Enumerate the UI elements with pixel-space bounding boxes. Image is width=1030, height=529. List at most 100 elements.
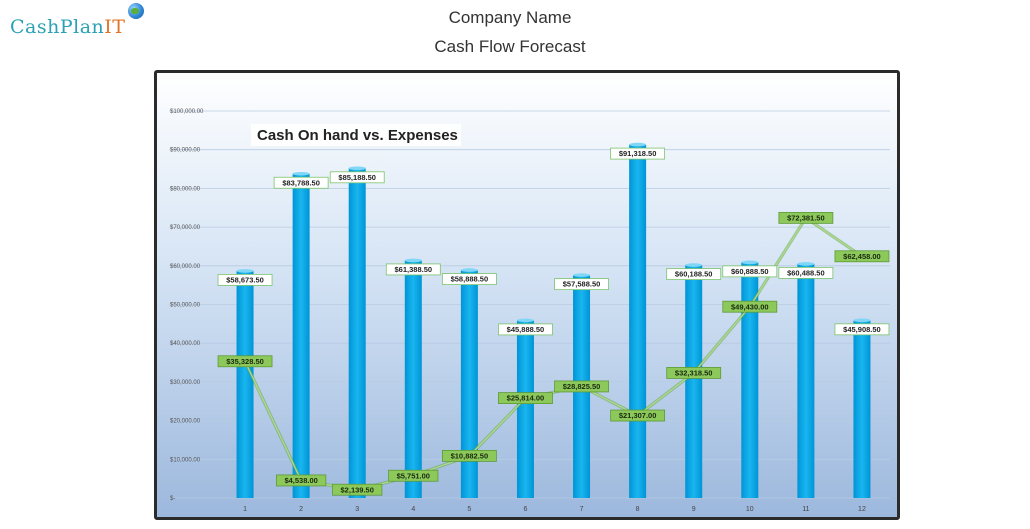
bar-data-label: $61,388.50 bbox=[395, 265, 433, 274]
y-tick-label: $10,000.00 bbox=[170, 457, 201, 463]
bar-data-label: $85,188.50 bbox=[338, 173, 376, 182]
line-data-label-box bbox=[610, 409, 666, 422]
logo: CashPlanIT bbox=[10, 16, 125, 38]
bar-data-label-box bbox=[722, 265, 778, 278]
bar-data-label-box bbox=[273, 176, 329, 189]
line-data-label: $5,751.00 bbox=[397, 471, 430, 480]
chart-title-background bbox=[251, 124, 461, 146]
bar-cap bbox=[404, 258, 422, 263]
line-data-label: $32,318.50 bbox=[675, 369, 713, 378]
line-data-label: $35,328.50 bbox=[226, 357, 264, 366]
bar bbox=[685, 265, 703, 498]
line-data-label: $62,458.00 bbox=[843, 252, 881, 261]
bar-data-label-box bbox=[778, 267, 834, 279]
line-data-label: $4,538.00 bbox=[284, 476, 317, 485]
bar-data-label: $45,888.50 bbox=[507, 325, 545, 334]
bar bbox=[404, 260, 422, 498]
line-data-label: $72,381.50 bbox=[787, 213, 825, 222]
line-data-label: $49,430.00 bbox=[731, 302, 769, 311]
bar bbox=[853, 320, 871, 498]
y-tick-label: $20,000.00 bbox=[170, 419, 201, 425]
bar-data-label-box bbox=[666, 268, 722, 280]
bar-cap bbox=[348, 166, 366, 171]
x-tick-label: 11 bbox=[802, 506, 809, 513]
globe-icon bbox=[128, 3, 144, 19]
bar bbox=[460, 270, 478, 498]
bar-data-label: $57,588.50 bbox=[563, 280, 601, 289]
bar-cap bbox=[685, 263, 703, 267]
cash-flow-chart: $- $10,000.00 $20,000.00 $30,000.00 $40,000.… bbox=[157, 73, 897, 517]
y-tick-label: $40,000.00 bbox=[170, 341, 201, 347]
y-tick-label: $70,000.00 bbox=[170, 225, 201, 231]
bar-cap bbox=[460, 268, 478, 272]
line-data-label-box bbox=[666, 367, 722, 379]
line-data-label-box bbox=[834, 250, 890, 263]
chart-title: Cash On hand vs. Expenses bbox=[257, 127, 458, 144]
line-data-label: $28,825.50 bbox=[563, 382, 601, 391]
bar bbox=[797, 263, 815, 498]
line-data-label-box bbox=[388, 469, 439, 482]
bar-cap bbox=[516, 318, 534, 323]
y-tick-label: $50,000.00 bbox=[170, 303, 201, 309]
y-tick-label: $90,000.00 bbox=[170, 148, 201, 154]
bar bbox=[292, 173, 310, 498]
x-tick-label: 5 bbox=[467, 506, 471, 513]
bar-data-label: $60,888.50 bbox=[731, 267, 769, 276]
x-tick-label: 8 bbox=[636, 506, 640, 513]
line-data-label-box bbox=[554, 380, 609, 393]
x-axis: 1 2 3 4 5 6 7 8 9 10 11 12 bbox=[243, 506, 866, 513]
line-data-label: $25,814.00 bbox=[507, 394, 545, 403]
y-tick-label: $80,000.00 bbox=[170, 186, 201, 192]
bar-cap bbox=[853, 318, 871, 323]
x-tick-label: 12 bbox=[858, 506, 866, 513]
bar-data-label: $91,318.50 bbox=[619, 149, 657, 158]
logo-text-it: IT bbox=[104, 16, 126, 38]
x-tick-label: 2 bbox=[299, 506, 303, 513]
line-data-label-box bbox=[498, 392, 553, 404]
page-subtitle: Cash Flow Forecast bbox=[434, 37, 586, 56]
x-tick-label: 6 bbox=[524, 506, 528, 513]
bar bbox=[348, 168, 366, 498]
bar-data-label-box bbox=[441, 273, 497, 286]
bar-cap bbox=[292, 171, 310, 176]
bar-cap bbox=[629, 142, 647, 147]
page-title: Company Name bbox=[448, 8, 572, 27]
bar-data-label: $58,888.50 bbox=[451, 275, 489, 284]
bar-data-label-box bbox=[329, 171, 385, 184]
bar bbox=[629, 144, 647, 498]
line-data-label-box bbox=[276, 474, 327, 487]
bar bbox=[516, 320, 534, 498]
logo-text-cashplan: CashPlan bbox=[10, 16, 105, 38]
bar-cap bbox=[797, 262, 815, 266]
bar-data-label-box bbox=[385, 263, 441, 276]
bar-data-label-box bbox=[610, 147, 666, 160]
x-tick-label: 3 bbox=[355, 506, 359, 513]
bar-cap bbox=[236, 269, 254, 273]
bar-data-label-box bbox=[217, 274, 273, 286]
y-tick-label: $30,000.00 bbox=[170, 380, 201, 386]
y-tick-label: $- bbox=[170, 496, 175, 502]
line-data-label-box bbox=[778, 211, 834, 224]
line-data-label: $10,882.50 bbox=[451, 451, 489, 460]
bar-data-label: $58,673.50 bbox=[226, 276, 264, 285]
x-tick-label: 10 bbox=[746, 506, 754, 513]
bar-cap bbox=[573, 273, 591, 277]
line-data-label-box bbox=[441, 449, 497, 462]
data-labels: $58,673.50 $83,788.50 $85,188.50 $61,388.50… bbox=[217, 147, 890, 496]
y-tick-label: $100,000.00 bbox=[170, 109, 204, 115]
x-tick-label: 7 bbox=[580, 506, 584, 513]
chart-title-group: Cash On hand vs. Expenses bbox=[251, 124, 461, 146]
line-data-label-box bbox=[332, 483, 383, 496]
x-tick-label: 1 bbox=[243, 506, 247, 513]
line-data-label: $21,307.00 bbox=[619, 411, 657, 420]
bar-data-label-box bbox=[498, 323, 553, 336]
x-tick-label: 9 bbox=[692, 506, 696, 513]
bar-data-label-box bbox=[834, 323, 890, 336]
bar-data-label: $45,908.50 bbox=[843, 325, 881, 334]
bar-data-label: $60,188.50 bbox=[675, 270, 713, 279]
y-axis: $- $10,000.00 $20,000.00 $30,000.00 $40,000.… bbox=[170, 109, 204, 502]
y-tick-label: $60,000.00 bbox=[170, 264, 201, 270]
line-data-label-box bbox=[722, 300, 778, 313]
x-tick-label: 4 bbox=[411, 506, 415, 513]
bar-cap bbox=[741, 260, 759, 265]
